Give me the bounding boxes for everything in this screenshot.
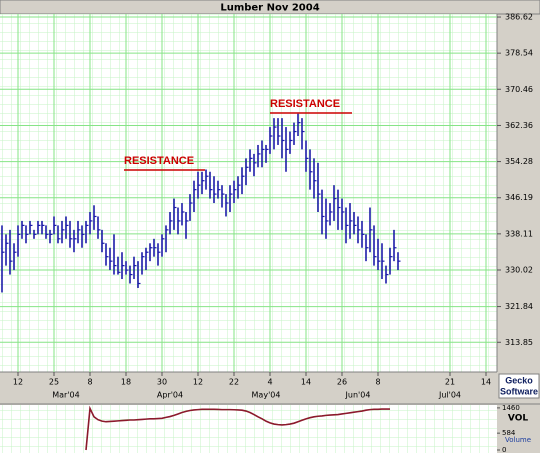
x-tick-label: 14 — [301, 378, 311, 387]
y-tick-label: 330.02 — [505, 266, 533, 275]
x-tick-label: 25 — [49, 378, 59, 387]
x-month-label: Jul'04 — [438, 391, 461, 400]
y-tick-label: 1460 — [502, 404, 520, 412]
y-tick-label: 378.54 — [505, 49, 533, 58]
y-tick-label: 354.28 — [505, 157, 533, 166]
x-tick-label: 30 — [157, 378, 167, 387]
y-tick-label: 321.84 — [505, 302, 533, 311]
y-tick-label: 386.62 — [505, 13, 533, 22]
annotation: RESISTANCE — [270, 98, 340, 110]
x-tick-label: 18 — [121, 378, 131, 387]
x-tick-label: 12 — [193, 378, 203, 387]
y-tick-label: 313.85 — [505, 338, 533, 347]
x-month-label: Jun'04 — [345, 391, 371, 400]
chart-title: Lumber Nov 2004 — [220, 3, 319, 14]
volume-axis-label: VOL — [508, 414, 528, 424]
volume-minor-grid — [0, 405, 497, 453]
x-month-label: Apr'04 — [157, 391, 183, 400]
y-tick-label: 338.11 — [505, 229, 533, 238]
x-tick-label: 4 — [267, 378, 272, 387]
volume-line — [85, 405, 390, 451]
x-tick-label: 22 — [229, 378, 239, 387]
y-tick-label: 370.46 — [505, 85, 533, 94]
x-tick-label: 8 — [87, 378, 92, 387]
y-tick-label: 584 — [502, 429, 516, 437]
annotation: RESISTANCE — [124, 155, 194, 167]
x-tick-label: 8 — [375, 378, 380, 387]
x-tick-label: 12 — [13, 378, 23, 387]
logo-box — [498, 373, 540, 399]
marks: 386.62 378.54 370.46 362.36 354.28 346.19 338.… — [0, 13, 533, 453]
logo-text: Software — [500, 386, 538, 396]
y-tick-label: 362.36 — [505, 121, 533, 130]
y-tick-label: 346.19 — [505, 193, 533, 202]
x-month-label: May'04 — [252, 391, 281, 400]
x-tick-label: 21 — [445, 378, 455, 387]
x-tick-label: 26 — [337, 378, 347, 387]
y-tick-label: 0 — [502, 446, 506, 453]
legend-entry: Volume — [505, 436, 531, 444]
minor-grid — [0, 14, 497, 372]
x-month-label: Mar'04 — [52, 391, 79, 400]
x-tick-label: 14 — [481, 378, 491, 387]
logo-text: Gecko — [505, 375, 533, 385]
